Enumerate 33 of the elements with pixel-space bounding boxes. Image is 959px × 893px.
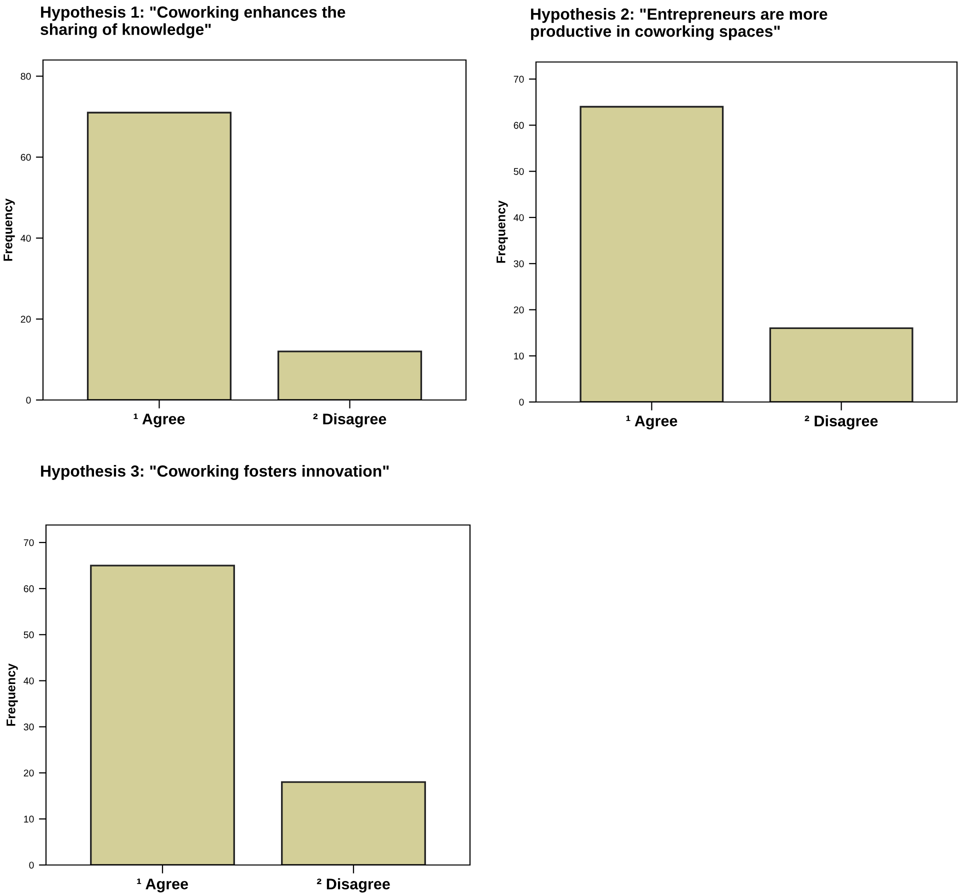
- y-tick-label: 0: [26, 396, 31, 404]
- y-tick-label: 10: [514, 352, 524, 360]
- y-tick-label: 0: [29, 862, 34, 869]
- y-tick-label: 60: [24, 585, 34, 592]
- y-tick-label: 60: [20, 154, 31, 161]
- y-tick-label: 10: [24, 816, 34, 823]
- y-tick-label: 40: [20, 234, 31, 242]
- y-tick-label: 30: [514, 260, 524, 268]
- y-tick-label: 50: [24, 631, 34, 638]
- y-tick-label: 40: [514, 214, 524, 222]
- y-tick-label: 0: [519, 398, 524, 406]
- chart-title: Hypothesis 1: "Coworking enhances the sharing of knowledge": [40, 6, 346, 38]
- chart-title: Hypothesis 3: "Coworking fosters innovation": [41, 465, 389, 480]
- y-tick-label: 70: [514, 76, 524, 83]
- y-tick-label: 80: [20, 72, 31, 80]
- x-tick-label: ² Disagree: [313, 413, 386, 428]
- y-tick-label: 30: [24, 724, 34, 730]
- y-axis-title: Frequency: [4, 198, 15, 261]
- y-tick-label: 20: [514, 306, 524, 314]
- x-tick-label: ¹ Agree: [137, 878, 188, 892]
- x-tick-label: ¹ Agree: [626, 416, 678, 430]
- y-axis-title: Frequency: [496, 200, 508, 263]
- y-axis-title: Frequency: [6, 663, 18, 726]
- x-tick-label: ² Disagree: [804, 415, 878, 430]
- x-tick-label: ¹ Agree: [134, 414, 185, 428]
- y-tick-label: 60: [514, 122, 524, 129]
- y-tick-label: 70: [24, 539, 34, 546]
- x-tick-label: ² Disagree: [316, 878, 390, 893]
- y-tick-label: 20: [24, 770, 34, 776]
- y-tick-label: 50: [514, 168, 524, 175]
- y-tick-label: 40: [24, 677, 34, 684]
- y-tick-label: 20: [20, 316, 31, 323]
- chart-title: Hypothesis 2: "Entrepreneurs are more productive in coworking spaces": [531, 8, 828, 40]
